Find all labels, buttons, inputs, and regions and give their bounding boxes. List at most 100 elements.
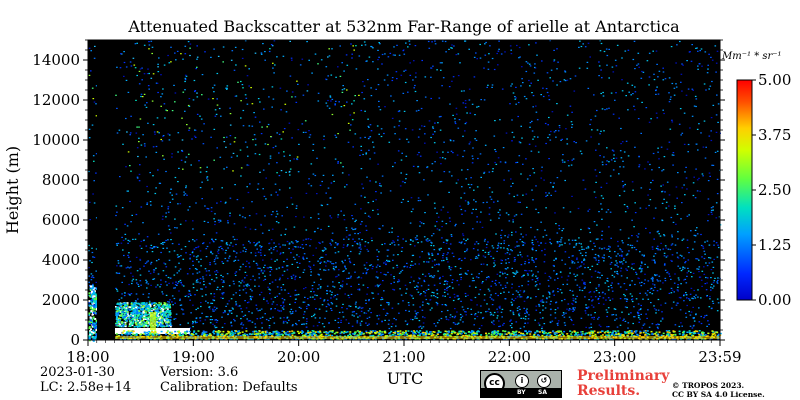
noise-speck [507,249,510,251]
noise-speck [378,56,380,58]
noise-speck [153,246,156,248]
noise-speck [590,314,592,316]
noise-speck [695,47,697,49]
noise-speck [320,261,322,263]
noise-speck [332,285,334,287]
noise-speck [615,318,618,320]
noise-speck [276,210,278,212]
noise-speck [91,251,94,254]
noise-speck [323,138,325,141]
noise-speck [498,48,500,50]
noise-speck [474,296,477,299]
noise-speck [333,296,335,298]
noise-speck [505,277,507,279]
noise-speck [249,298,252,300]
noise-speck [522,163,524,165]
noise-speck [637,303,640,305]
noise-speck [213,48,215,50]
noise-speck [694,235,697,237]
noise-speck [561,138,563,140]
noise-speck [196,45,198,47]
noise-speck [521,256,523,258]
noise-speck [378,227,380,230]
noise-speck [587,314,590,316]
noise-speck [142,314,144,317]
noise-speck [270,136,272,138]
noise-speck [648,121,651,123]
noise-speck [414,245,416,247]
noise-speck [629,293,632,295]
noise-speck [246,318,248,320]
noise-speck [634,86,636,88]
noise-speck [441,220,444,222]
early-profile-speck [92,323,95,326]
noise-speck [140,144,143,146]
noise-speck [214,271,216,273]
noise-speck [604,293,606,295]
noise-speck [397,244,400,246]
noise-speck [317,218,320,220]
noise-speck [220,245,222,248]
noise-speck [516,44,518,47]
noise-speck [458,241,461,243]
noise-speck [598,143,600,145]
noise-speck [188,290,191,292]
noise-speck [638,156,640,158]
noise-speck [195,279,198,281]
noise-speck [323,326,326,328]
noise-speck [515,231,517,233]
noise-speck [623,190,626,192]
aerosol-layer-speck [143,312,146,314]
noise-speck [470,273,473,275]
noise-speck [349,277,352,279]
noise-speck [387,323,390,325]
noise-speck [331,240,334,242]
noise-speck [542,236,545,238]
noise-speck [207,221,209,223]
noise-speck [254,285,256,287]
noise-speck [439,181,441,183]
noise-speck [360,168,363,170]
noise-speck [440,163,442,165]
noise-speck [699,50,701,52]
noise-speck [423,280,426,283]
noise-speck [249,288,252,290]
aerosol-layer-speck [155,302,158,305]
early-profile-speck [88,334,91,337]
noise-speck [517,291,519,293]
noise-speck [216,104,219,106]
noise-speck [360,149,363,151]
noise-speck [151,52,153,55]
noise-speck [357,288,359,291]
noise-speck [527,280,530,282]
noise-speck [709,257,712,259]
noise-speck [649,199,652,201]
noise-speck [639,207,642,209]
noise-speck [160,105,162,107]
noise-speck [359,322,362,324]
noise-speck [367,215,370,217]
noise-speck [511,298,513,300]
noise-speck [436,263,438,265]
noise-speck [552,186,554,188]
noise-speck [545,195,547,197]
noise-speck [398,110,401,112]
noise-speck [516,161,519,163]
noise-speck [240,167,243,169]
noise-speck [553,59,556,61]
noise-speck [117,262,120,264]
noise-speck [573,309,576,311]
noise-speck [663,252,666,254]
noise-speck [541,250,543,252]
noise-speck [281,274,284,276]
noise-speck [162,155,164,157]
noise-speck [539,283,541,285]
noise-speck [440,247,442,249]
noise-speck [288,243,291,245]
noise-speck [535,208,537,210]
noise-speck [504,268,507,270]
noise-speck [160,279,162,281]
noise-speck [506,248,509,250]
early-profile-speck [88,313,90,316]
noise-speck [128,267,131,269]
